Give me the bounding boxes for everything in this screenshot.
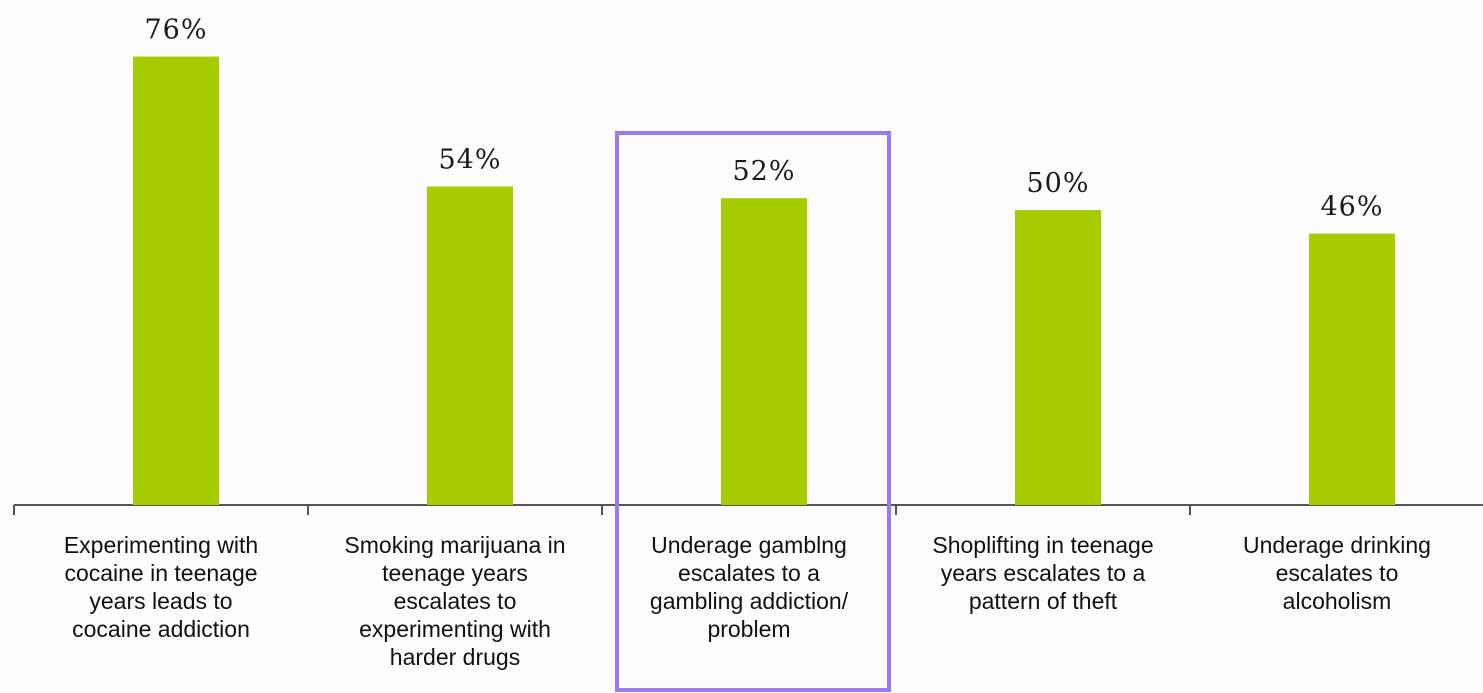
category-label: pattern of theft — [969, 588, 1118, 614]
category-label: escalates to — [394, 588, 517, 614]
category-label: Underage drinking — [1243, 532, 1431, 558]
category-label: harder drugs — [390, 644, 520, 670]
category-label: Experimenting with — [64, 532, 258, 558]
category-label: cocaine in teenage — [64, 560, 257, 586]
data-label: 50% — [1026, 168, 1089, 199]
data-label: 52% — [732, 156, 795, 187]
category-label: escalates to — [1276, 560, 1399, 586]
category-label: years leads to — [89, 588, 232, 614]
category-label: gambling addiction/ — [650, 588, 849, 614]
category-label: escalates to a — [678, 560, 820, 586]
category-label: Smoking marijuana in — [344, 532, 565, 558]
category-label: alcoholism — [1283, 588, 1392, 614]
category-label: problem — [707, 616, 790, 642]
category-label: experimenting with — [359, 616, 551, 642]
data-label: 46% — [1320, 192, 1383, 223]
data-label: 76% — [144, 15, 207, 46]
category-label: years escalates to a — [941, 560, 1146, 586]
highlight-box — [615, 131, 891, 692]
bar — [1309, 233, 1395, 505]
bar — [427, 186, 513, 505]
category-label: Underage gamblng — [651, 532, 847, 558]
category-label: Shoplifting in teenage — [932, 532, 1153, 558]
bar — [1015, 210, 1101, 505]
bar — [721, 198, 807, 505]
category-label: teenage years — [382, 560, 528, 586]
data-label: 54% — [438, 144, 501, 175]
category-label: cocaine addiction — [72, 616, 250, 642]
bar — [133, 56, 219, 505]
